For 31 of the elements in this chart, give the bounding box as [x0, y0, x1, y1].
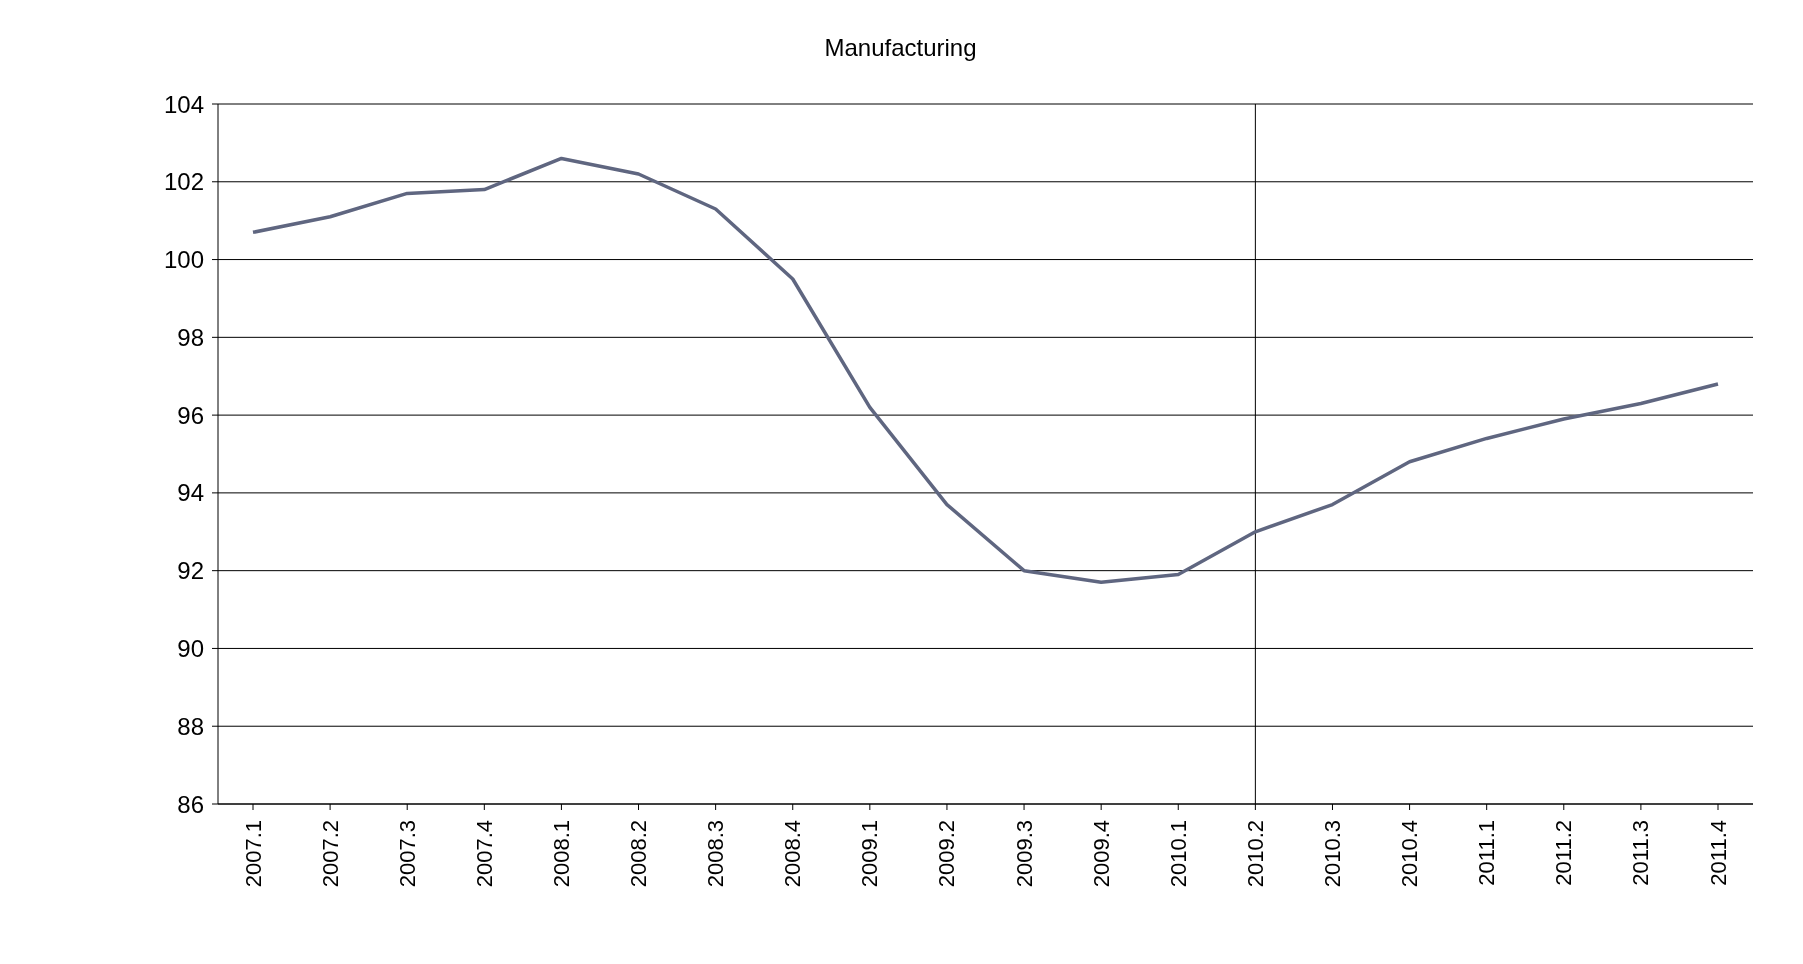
x-tick-label: 2008.1 — [548, 820, 574, 888]
y-tick-label: 92 — [177, 557, 204, 585]
y-tick-label: 102 — [163, 168, 204, 196]
x-tick-label: 2008.3 — [703, 820, 729, 888]
y-tick-label: 96 — [177, 401, 204, 429]
x-tick-label: 2011.4 — [1705, 820, 1731, 886]
x-tick-label: 2008.4 — [780, 820, 806, 888]
x-tick-label: 2009.2 — [934, 820, 960, 888]
x-tick-label: 2007.2 — [317, 820, 343, 888]
y-tick-label: 86 — [177, 790, 204, 818]
y-tick-label: 88 — [177, 712, 204, 740]
x-tick-label: 2010.1 — [1165, 820, 1191, 888]
y-tick-label: 104 — [163, 90, 204, 118]
x-tick-label: 2011.1 — [1474, 820, 1500, 886]
x-tick-label: 2011.2 — [1551, 820, 1577, 886]
x-tick-label: 2007.4 — [471, 820, 497, 888]
y-tick-label: 100 — [163, 246, 204, 274]
x-tick-label: 2009.4 — [1088, 820, 1114, 888]
x-tick-label: 2009.3 — [1011, 820, 1037, 888]
x-tick-label: 2008.2 — [626, 820, 652, 888]
chart-title: Manufacturing — [823, 33, 978, 63]
x-tick-label: 2009.1 — [857, 820, 883, 888]
x-tick-label: 2010.2 — [1242, 820, 1268, 888]
x-tick-label: 2007.3 — [394, 820, 420, 888]
x-tick-label: 2010.3 — [1319, 820, 1345, 888]
y-tick-label: 98 — [177, 323, 204, 351]
y-tick-label: 90 — [177, 634, 204, 662]
y-tick-label: 94 — [177, 479, 204, 507]
x-tick-label: 2010.4 — [1397, 820, 1423, 888]
x-tick-label: 2011.3 — [1628, 820, 1654, 886]
x-tick-label: 2007.1 — [240, 820, 266, 888]
